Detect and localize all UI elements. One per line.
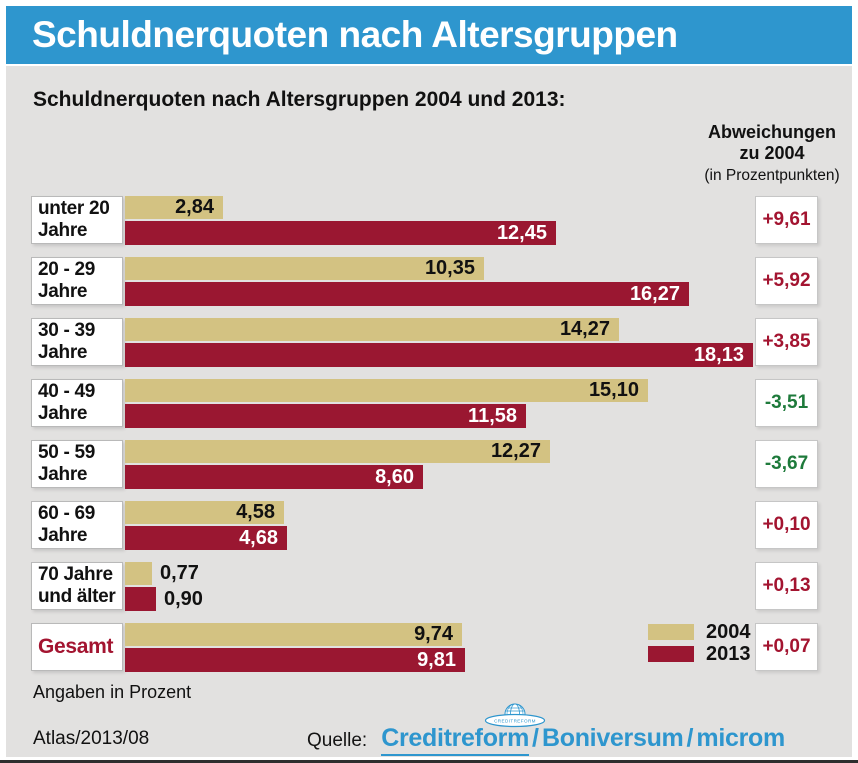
age-group-label-box: 30 - 39 Jahre — [31, 318, 123, 366]
bar-2013-value-label: 0,90 — [164, 588, 203, 610]
bar-2004-value-label: 10,35 — [424, 257, 475, 279]
age-group-label-box: 20 - 29 Jahre — [31, 257, 123, 305]
age-group-row: unter 20 Jahre 2,84 12,45 +9,61 — [6, 196, 852, 245]
age-group-label-line2: Jahre — [38, 342, 88, 363]
age-group-label-line1: 50 - 59 — [38, 442, 96, 463]
bar-2004-value-label: 14,27 — [559, 318, 610, 340]
bar-2004: 9,74 — [125, 623, 462, 646]
bar-2004: 2,84 — [125, 196, 223, 219]
brand-separator: / — [532, 724, 539, 752]
age-group-label-line1: 20 - 29 — [38, 259, 96, 280]
source-line: Quelle: Creditreform / Boniversum / micr… — [307, 724, 785, 756]
deviation-header-line1: Abweichungen — [707, 122, 836, 142]
age-group-label-box: 60 - 69 Jahre — [31, 501, 123, 549]
age-group-row: 30 - 39 Jahre 14,27 18,13 +3,85 — [6, 318, 852, 367]
bar-2013-value-label: 9,81 — [417, 649, 456, 671]
age-group-label-box: unter 20 Jahre — [31, 196, 123, 244]
unit-note: Angaben in Prozent — [33, 682, 192, 702]
deviation-box: +9,61 — [755, 196, 818, 244]
bar-2004-value-label: 4,58 — [236, 501, 275, 523]
page-title: Schuldnerquoten nach Altersgruppen — [32, 14, 678, 55]
bar-2013: 9,81 — [125, 648, 465, 672]
age-group-row: 50 - 59 Jahre 12,27 8,60 -3,67 — [6, 440, 852, 489]
bar-2004: 14,27 — [125, 318, 619, 341]
bar-2013-value-label: 11,58 — [468, 405, 517, 427]
legend-label-2004: 2004 — [706, 620, 751, 643]
age-group-label-line1: Gesamt — [38, 635, 114, 658]
age-group-row: 40 - 49 Jahre 15,10 11,58 -3,51 — [6, 379, 852, 428]
age-group-label-box: 70 Jahre und älter — [31, 562, 123, 610]
bar-2013: 8,60 — [125, 465, 423, 489]
bar-2004-value-label: 0,77 — [160, 562, 199, 584]
age-group-label-line1: unter 20 — [38, 198, 110, 219]
bar-2013: 0,90 — [125, 587, 203, 611]
brand-boniversum: Boniversum — [541, 724, 684, 752]
creditreform-globe-logo: CREDITREFORM — [484, 703, 546, 728]
svg-text:CREDITREFORM: CREDITREFORM — [494, 719, 536, 724]
brand-microm: microm — [696, 724, 785, 752]
age-group-label-line2: Jahre — [38, 464, 88, 485]
deviation-box: +0,13 — [755, 562, 818, 610]
bar-2013-value-label: 16,27 — [629, 283, 680, 305]
bar-2004: 0,77 — [125, 562, 199, 585]
age-group-label-line1: 70 Jahre — [38, 564, 113, 585]
legend-swatch-2013 — [648, 646, 694, 662]
age-group-label-line1: 30 - 39 — [38, 320, 96, 341]
bar-2013-value-label: 18,13 — [693, 344, 744, 366]
age-group-label-line2: und älter — [38, 586, 116, 607]
bar-2004-value-label: 15,10 — [588, 379, 639, 401]
chart-legend: 2004 2013 — [648, 621, 751, 665]
bar-2004-value-label: 2,84 — [175, 196, 214, 218]
deviation-box: -3,51 — [755, 379, 818, 427]
bar-2013: 4,68 — [125, 526, 287, 550]
deviation-column-header: Abweichungen zu 2004 (in Prozentpunkten) — [688, 122, 856, 186]
age-group-label-line2: Jahre — [38, 220, 88, 241]
bar-2004-value-label: 12,27 — [490, 440, 541, 462]
brand-creditreform: Creditreform — [381, 724, 529, 756]
age-group-label-line2: Jahre — [38, 525, 88, 546]
deviation-box: +5,92 — [755, 257, 818, 305]
deviation-box: +0,07 — [755, 623, 818, 671]
legend-label-2013: 2013 — [706, 642, 751, 665]
bar-2004: 12,27 — [125, 440, 550, 463]
bar-2004-value-label: 9,74 — [414, 623, 453, 645]
bar-2004: 10,35 — [125, 257, 484, 280]
bar-2013: 18,13 — [125, 343, 753, 367]
bar-2013: 12,45 — [125, 221, 556, 245]
age-group-row: 60 - 69 Jahre 4,58 4,68 +0,10 — [6, 501, 852, 550]
legend-entry-2004: 2004 — [648, 621, 751, 643]
bar-2013: 11,58 — [125, 404, 526, 428]
deviation-header-line3: (in Prozentpunkten) — [704, 167, 840, 184]
legend-entry-2013: 2013 — [648, 643, 751, 665]
atlas-reference: Atlas/2013/08 — [33, 728, 150, 749]
bar-2013-value-label: 4,68 — [239, 527, 278, 549]
age-group-label-line1: 40 - 49 — [38, 381, 96, 402]
source-label: Quelle: — [307, 730, 368, 751]
chart-subtitle: Schuldnerquoten nach Altersgruppen 2004 … — [33, 88, 566, 111]
age-group-label-box: 50 - 59 Jahre — [31, 440, 123, 488]
age-group-label-box: Gesamt — [31, 623, 123, 671]
age-group-label-line2: Jahre — [38, 281, 88, 302]
deviation-box: +3,85 — [755, 318, 818, 366]
age-group-label-line2: Jahre — [38, 403, 88, 424]
title-bar: Schuldnerquoten nach Altersgruppen — [6, 6, 852, 64]
bar-2004: 4,58 — [125, 501, 284, 524]
deviation-box: -3,67 — [755, 440, 818, 488]
deviation-box: +0,10 — [755, 501, 818, 549]
deviation-header-line2: zu 2004 — [739, 143, 805, 163]
brand-separator: / — [686, 724, 694, 752]
age-group-row: Gesamt 9,74 9,81 +0,07 — [6, 623, 852, 672]
age-group-label-box: 40 - 49 Jahre — [31, 379, 123, 427]
age-group-row: 70 Jahre und älter 0,77 0,90 +0,13 — [6, 562, 852, 611]
chart-canvas: Schuldnerquoten nach Altersgruppen 2004 … — [6, 66, 852, 757]
age-group-label-line1: 60 - 69 — [38, 503, 96, 524]
bar-2013-value-label: 8,60 — [375, 466, 414, 488]
age-group-row: 20 - 29 Jahre 10,35 16,27 +5,92 — [6, 257, 852, 306]
bar-2004: 15,10 — [125, 379, 648, 402]
bar-2013: 16,27 — [125, 282, 689, 306]
legend-swatch-2004 — [648, 624, 694, 640]
bar-2013-value-label: 12,45 — [496, 222, 547, 244]
